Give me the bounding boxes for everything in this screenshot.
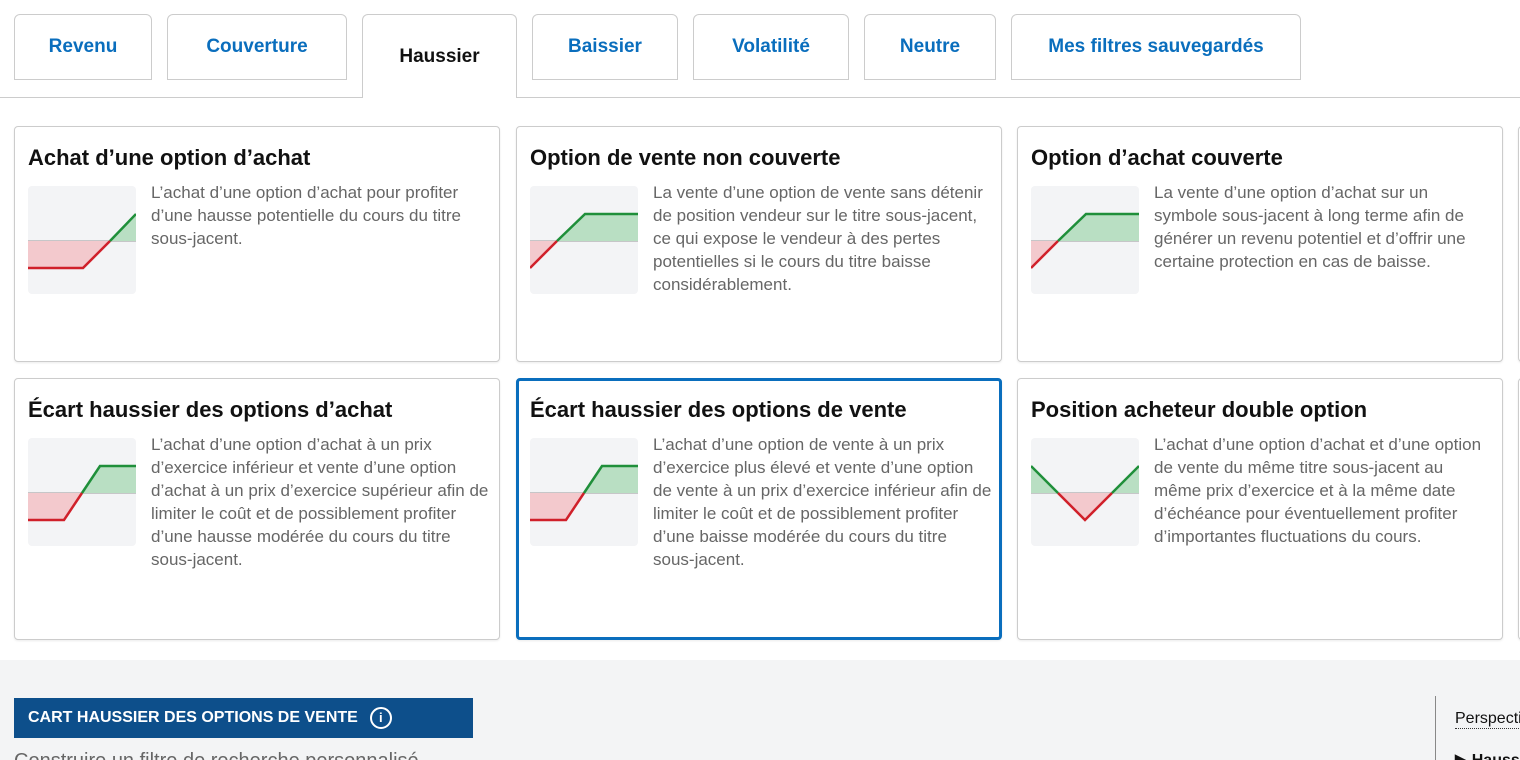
strategy-card[interactable]: Écart haussier des options d’achat L’ach… bbox=[14, 378, 500, 640]
filter-builder: CART HAUSSIER DES OPTIONS DE VENTE i Cons… bbox=[0, 660, 1520, 760]
tab[interactable]: Haussier bbox=[362, 14, 517, 98]
payoff-icon bbox=[1031, 186, 1139, 294]
info-icon[interactable]: i bbox=[369, 707, 392, 729]
strategy-card[interactable]: Option d’achat couverte La vente d’une o… bbox=[1017, 126, 1503, 362]
strategy-card[interactable]: Option de vente non couverte La vente d’… bbox=[516, 126, 1002, 362]
tab[interactable]: Neutre bbox=[864, 14, 996, 80]
card-description: La vente d’une option de vente sans déte… bbox=[653, 183, 983, 294]
card-description: L’achat d’une option d’achat à un prix d… bbox=[151, 435, 489, 569]
outlook-label: Perspective bbox=[1455, 710, 1520, 729]
divider bbox=[1435, 696, 1436, 760]
strategy-card[interactable]: Achat d’une option d’achat L’achat d’une… bbox=[14, 126, 500, 362]
payoff-icon bbox=[530, 438, 638, 546]
outlook-text: Haussier bbox=[1472, 752, 1520, 760]
payoff-icon bbox=[28, 186, 136, 294]
strategy-badge: CART HAUSSIER DES OPTIONS DE VENTE i bbox=[14, 698, 473, 738]
card-description: L’achat d’une option d’achat et d’une op… bbox=[1154, 435, 1482, 546]
card-title: Option de vente non couverte bbox=[530, 145, 841, 170]
strategy-card[interactable]: Position acheteur double option L’achat … bbox=[1017, 378, 1503, 640]
payoff-icon bbox=[530, 186, 638, 294]
card-description: La vente d’une option d’achat sur un sym… bbox=[1154, 183, 1466, 271]
tab[interactable]: Baissier bbox=[532, 14, 678, 80]
tab[interactable]: Revenu bbox=[14, 14, 152, 80]
strategy-card[interactable]: Écart haussier des options de vente L’ac… bbox=[516, 378, 1002, 640]
card-title: Achat d’une option d’achat bbox=[28, 145, 311, 170]
tab-bar: Revenu Couverture Haussier Baissier Vola… bbox=[0, 0, 1520, 98]
tab[interactable]: Couverture bbox=[167, 14, 347, 80]
outlook-value[interactable]: ▶ Haussier bbox=[1455, 750, 1520, 760]
card-title: Option d’achat couverte bbox=[1031, 145, 1283, 170]
tab[interactable]: Mes filtres sauvegardés bbox=[1011, 14, 1301, 80]
card-title: Écart haussier des options de vente bbox=[530, 397, 907, 422]
card-description: L’achat d’une option de vente à un prix … bbox=[653, 435, 992, 569]
payoff-icon bbox=[1031, 438, 1139, 546]
card-title: Position acheteur double option bbox=[1031, 397, 1368, 422]
tab[interactable]: Volatilité bbox=[693, 14, 849, 80]
card-title: Écart haussier des options d’achat bbox=[28, 397, 393, 422]
builder-subtitle: Construire un filtre de recherche person… bbox=[14, 750, 419, 760]
card-description: L’achat d’une option d’achat pour profit… bbox=[151, 183, 461, 248]
badge-text: CART HAUSSIER DES OPTIONS DE VENTE bbox=[28, 709, 358, 726]
payoff-icon bbox=[28, 438, 136, 546]
